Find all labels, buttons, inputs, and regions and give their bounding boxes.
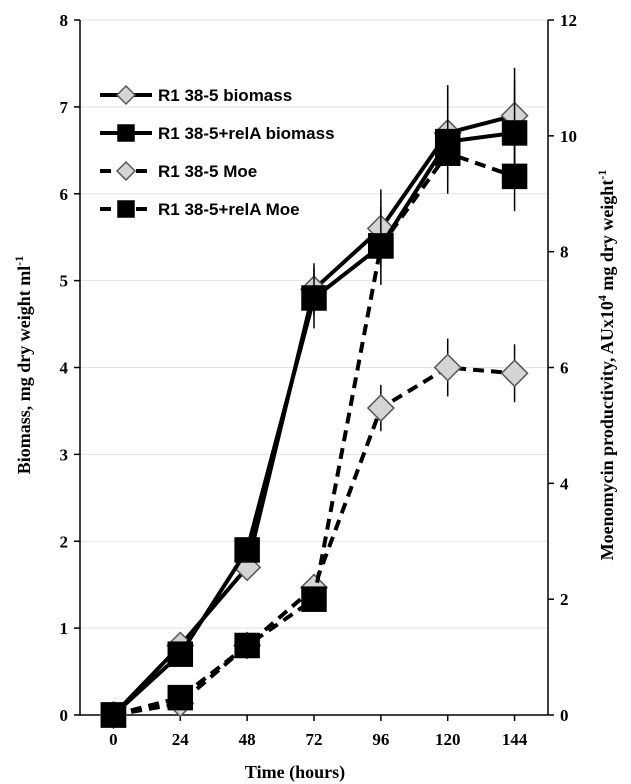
y-axis-right-title-sup2: -1	[595, 170, 609, 180]
data-point	[100, 702, 127, 728]
y-right-tick-label: 6	[560, 359, 569, 378]
y-left-tick-label: 1	[60, 619, 69, 638]
legend-label: R1 38-5 Moe	[158, 162, 257, 181]
y-left-tick-label: 3	[60, 445, 69, 464]
legend-marker	[117, 124, 135, 142]
data-point	[167, 684, 194, 711]
x-tick-label: 48	[239, 730, 256, 749]
legend-item: R1 38-5 biomass	[100, 84, 292, 106]
x-tick-label: 144	[502, 730, 528, 749]
x-tick-label: 96	[372, 730, 389, 749]
y-right-tick-label: 0	[560, 706, 569, 725]
legend-item: R1 38-5 Moe	[100, 160, 257, 182]
y-axis-left-title: Biomass, mg dry weight ml-1	[12, 256, 34, 475]
y-right-tick-label: 2	[560, 590, 569, 609]
legend: R1 38-5 biomass R1 38-5+relA biomass R1 38…	[100, 84, 335, 219]
axes	[74, 19, 554, 721]
legend-label: R1 38-5+relA Moe	[158, 200, 300, 219]
y-axis-right-title: Moenomycin productivity, AUx104 mg dry w…	[595, 170, 617, 561]
y-left-tick-label: 6	[60, 185, 69, 204]
y-axis-right-title-main: Moenomycin productivity, AUx10	[597, 301, 617, 560]
data-point	[501, 120, 528, 146]
y-right-tick-label: 10	[560, 127, 577, 146]
data-point	[368, 233, 394, 259]
legend-marker	[115, 84, 137, 106]
y-left-tick-label: 2	[60, 532, 69, 551]
series-line	[112, 151, 516, 717]
x-tick-label: 72	[306, 730, 323, 749]
legend-marker	[115, 160, 137, 182]
y-axis-left-title-main: Biomass, mg dry weight ml	[14, 266, 34, 475]
legend-marker	[117, 200, 135, 218]
y-left-tick-label: 0	[60, 706, 69, 725]
legend-label: R1 38-5+relA biomass	[158, 124, 335, 143]
data-point	[301, 586, 327, 612]
data-point	[234, 537, 260, 563]
series-1	[100, 80, 528, 728]
x-axis-title: Time (hours)	[245, 762, 345, 783]
y-axis-left-title-sup: -1	[12, 256, 26, 266]
y-right-tick-label: 8	[560, 243, 569, 262]
data-point	[433, 353, 462, 382]
y-axis-right-title-mid: mg dry weight	[597, 180, 617, 296]
y-right-tick-label: 4	[560, 474, 569, 493]
y-axis-right-title-sup1: 4	[595, 295, 609, 301]
series-3	[100, 140, 528, 728]
data-point	[434, 128, 461, 155]
legend-label: R1 38-5 biomass	[158, 86, 292, 105]
y-left-tick-label: 8	[60, 11, 69, 30]
y-left-tick-label: 7	[60, 98, 69, 117]
x-tick-label: 120	[435, 730, 461, 749]
data-point	[366, 393, 395, 423]
series-layer	[99, 67, 529, 730]
data-point	[500, 359, 529, 388]
y-right-tick-label: 12	[560, 11, 577, 30]
y-left-tick-label: 4	[60, 359, 69, 378]
x-tick-label: 0	[109, 730, 118, 749]
x-tick-label: 24	[172, 730, 190, 749]
legend-item: R1 38-5+relA Moe	[100, 200, 300, 219]
y-left-tick-label: 5	[60, 272, 69, 291]
data-point	[301, 285, 327, 311]
data-point	[167, 641, 194, 667]
legend-item: R1 38-5+relA biomass	[100, 124, 335, 143]
data-point	[234, 632, 260, 659]
